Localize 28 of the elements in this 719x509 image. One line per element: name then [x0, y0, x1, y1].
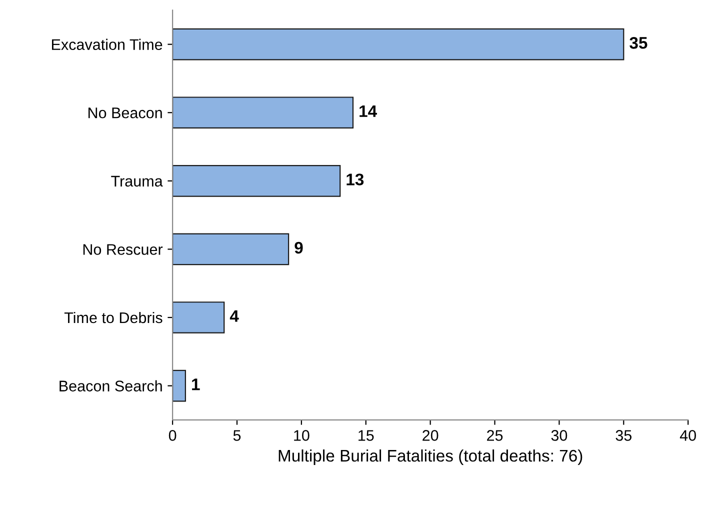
x-tick-label: 40: [680, 430, 696, 441]
data-label: 9: [294, 242, 303, 254]
x-tick-label: 10: [294, 430, 310, 441]
data-label: 13: [346, 174, 364, 186]
bar: [172, 302, 225, 334]
bar: [172, 28, 624, 60]
bar: [172, 233, 290, 266]
x-tick-label: 30: [551, 430, 568, 441]
y-tick-label: Excavation Time: [52, 38, 162, 50]
data-label: 4: [230, 310, 239, 322]
x-tick-label: 25: [487, 430, 503, 441]
data-label: 1: [192, 378, 200, 390]
bar: [172, 96, 354, 129]
x-tick-label: 0: [168, 430, 176, 441]
y-tick-label: No Beacon: [88, 108, 162, 118]
x-tick-label: 15: [358, 430, 374, 441]
x-tick-label: 5: [233, 430, 241, 441]
x-axis-title: Multiple Burial Fatalities (total deaths: 76): [278, 449, 582, 465]
y-tick-label: No Rescuer: [83, 244, 163, 255]
data-label: 35: [630, 36, 648, 49]
y-tick-label: Trauma: [111, 176, 163, 187]
bar: [172, 164, 341, 197]
data-label: 14: [360, 105, 377, 117]
bar: [172, 370, 186, 402]
x-tick-label: 20: [422, 430, 438, 441]
y-tick-label: Beacon Search: [60, 380, 162, 392]
x-tick-label: 35: [616, 430, 632, 441]
y-tick-label: Time to Debris: [64, 312, 162, 324]
